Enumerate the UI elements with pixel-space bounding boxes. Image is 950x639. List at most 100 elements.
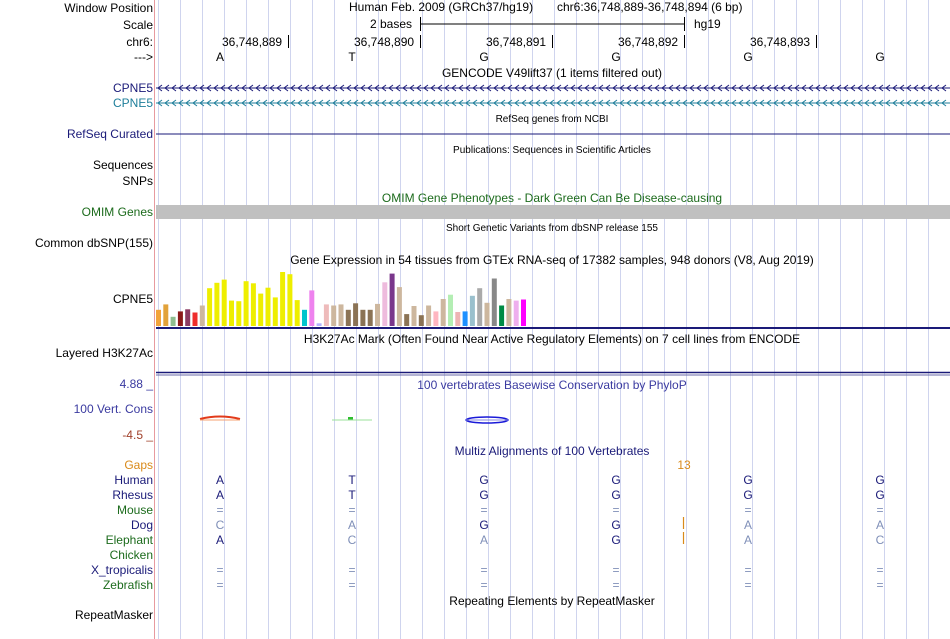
gene-model-cpne5[interactable]: [156, 97, 950, 109]
omim-track-title[interactable]: OMIM Gene Phenotypes - Dark Green Can Be…: [381, 191, 723, 205]
gtex-tissue-bar[interactable]: [484, 302, 490, 326]
species-label[interactable]: Zebrafish: [102, 578, 153, 592]
gtex-tissue-bar[interactable]: [426, 305, 432, 327]
gtex-tissue-bar[interactable]: [353, 303, 359, 326]
gtex-tissue-bar[interactable]: [448, 294, 453, 326]
alignment-base: =: [612, 503, 620, 517]
repeatmasker-label[interactable]: RepeatMasker: [74, 608, 153, 622]
gtex-tissue-bar[interactable]: [250, 283, 256, 326]
gtex-tissue-bar[interactable]: [280, 272, 286, 326]
ref-base: T: [348, 50, 356, 64]
alignment-base: =: [876, 563, 884, 577]
phylop-signal[interactable]: [156, 410, 950, 430]
species-label[interactable]: Mouse: [116, 503, 153, 517]
phylop-track-title[interactable]: 100 vertebrates Basewise Conservation by…: [417, 378, 687, 392]
refseq-gene-line[interactable]: [156, 133, 950, 136]
gene-model-cpne5[interactable]: [156, 82, 950, 94]
sequences-label[interactable]: Sequences: [92, 158, 153, 172]
gtex-tissue-bar[interactable]: [163, 304, 169, 326]
gtex-tissue-bar[interactable]: [367, 309, 373, 326]
gap-count: 13: [677, 458, 691, 472]
gtex-tissue-bar[interactable]: [316, 323, 322, 326]
gtex-label[interactable]: CPNE5: [112, 292, 153, 306]
gtex-tissue-bar[interactable]: [177, 311, 183, 326]
gtex-tissue-bar[interactable]: [331, 305, 337, 327]
gtex-tissue-bar[interactable]: [506, 299, 512, 326]
gtex-tissue-bar[interactable]: [338, 304, 344, 326]
gtex-tissue-bar[interactable]: [433, 311, 439, 326]
gtex-tissue-bar[interactable]: [272, 297, 278, 326]
gtex-tissue-bar[interactable]: [309, 290, 315, 326]
gencode-row-label[interactable]: CPNE5: [112, 96, 153, 110]
alignment-base: =: [348, 503, 356, 517]
gtex-tissue-bar[interactable]: [345, 309, 351, 326]
gtex-tissue-bar[interactable]: [455, 312, 461, 326]
gtex-tissue-bar[interactable]: [521, 299, 526, 327]
species-label[interactable]: Elephant: [105, 533, 153, 547]
refseq-label[interactable]: RefSeq Curated: [66, 127, 153, 141]
gtex-tissue-bar[interactable]: [382, 282, 388, 326]
species-label[interactable]: Chicken: [109, 548, 153, 562]
gap-marker: [682, 517, 685, 544]
species-label[interactable]: Dog: [130, 518, 153, 532]
species-label[interactable]: Rhesus: [112, 488, 153, 502]
gtex-tissue-bar[interactable]: [192, 312, 198, 327]
refseq-track-title[interactable]: RefSeq genes from NCBI: [495, 114, 609, 125]
gtex-tissue-bar[interactable]: [199, 305, 205, 327]
gtex-tissue-bar[interactable]: [375, 303, 380, 326]
dbsnp-track-title[interactable]: Short Genetic Variants from dbSNP releas…: [446, 223, 658, 234]
gencode-track-title[interactable]: GENCODE V49lift37 (1 items filtered out): [441, 66, 663, 80]
gtex-tissue-bar[interactable]: [185, 309, 191, 326]
gtex-tissue-bar[interactable]: [323, 304, 329, 326]
gtex-tissue-bar[interactable]: [170, 316, 176, 326]
snps-label[interactable]: SNPs: [122, 174, 153, 188]
gtex-tissue-bar[interactable]: [207, 288, 213, 326]
species-label[interactable]: Human: [114, 473, 153, 487]
h3k27ac-track-title[interactable]: H3K27Ac Mark (Often Found Near Active Re…: [303, 332, 801, 346]
gtex-tissue-bar[interactable]: [404, 314, 410, 326]
gtex-tissue-bar[interactable]: [221, 279, 227, 326]
gencode-row-label[interactable]: CPNE5: [112, 81, 153, 95]
gtex-tissue-bar[interactable]: [258, 293, 264, 326]
h3k27ac-label[interactable]: Layered H3K27Ac: [55, 346, 153, 360]
gtex-tissue-bar[interactable]: [214, 282, 220, 326]
gtex-tissue-bar[interactable]: [477, 288, 483, 326]
gtex-tissue-bar[interactable]: [499, 305, 505, 327]
gtex-tissue-bar[interactable]: [265, 287, 271, 326]
alignment-base: =: [216, 578, 224, 592]
omim-label[interactable]: OMIM Genes: [81, 205, 153, 219]
gtex-tissue-bar[interactable]: [236, 301, 242, 326]
gtex-bar-chart[interactable]: [156, 268, 950, 330]
multiz-track-title[interactable]: Multiz Alignments of 100 Vertebrates: [454, 444, 650, 458]
gtex-tissue-bar[interactable]: [491, 278, 497, 327]
species-label[interactable]: X_tropicalis: [90, 563, 153, 577]
alignment-base: =: [876, 503, 884, 517]
position-text[interactable]: chr6:36,748,889-36,748,894 (6 bp): [557, 0, 743, 14]
gtex-tissue-bar[interactable]: [156, 309, 161, 326]
gtex-tissue-bar[interactable]: [513, 300, 519, 326]
alignment-base: =: [216, 503, 224, 517]
omim-feature-bar[interactable]: [156, 205, 950, 219]
alignment-base: =: [744, 578, 752, 592]
publications-track-title[interactable]: Publications: Sequences in Scientific Ar…: [453, 145, 651, 156]
repeatmasker-track-title[interactable]: Repeating Elements by RepeatMasker: [449, 594, 655, 608]
gtex-tissue-bar[interactable]: [229, 300, 234, 326]
gtex-tissue-bar[interactable]: [469, 295, 475, 326]
alignment-base: G: [479, 473, 489, 487]
gtex-tissue-bar[interactable]: [360, 309, 366, 326]
gtex-tissue-bar[interactable]: [243, 281, 249, 326]
gaps-label[interactable]: Gaps: [124, 458, 153, 472]
phylop-label[interactable]: 100 Vert. Cons: [73, 402, 153, 416]
dbsnp-label[interactable]: Common dbSNP(155): [34, 236, 153, 250]
gtex-tissue-bar[interactable]: [462, 311, 468, 326]
gtex-tissue-bar[interactable]: [294, 300, 300, 326]
alignment-base: A: [479, 533, 489, 547]
gtex-tissue-bar[interactable]: [440, 299, 446, 326]
gtex-tissue-bar[interactable]: [389, 273, 395, 326]
gtex-tissue-bar[interactable]: [418, 315, 424, 326]
gtex-tissue-bar[interactable]: [287, 274, 293, 326]
gtex-tissue-bar[interactable]: [302, 309, 307, 326]
gtex-tissue-bar[interactable]: [411, 306, 417, 326]
gtex-track-title[interactable]: Gene Expression in 54 tissues from GTEx …: [290, 253, 814, 267]
gtex-tissue-bar[interactable]: [396, 287, 402, 326]
